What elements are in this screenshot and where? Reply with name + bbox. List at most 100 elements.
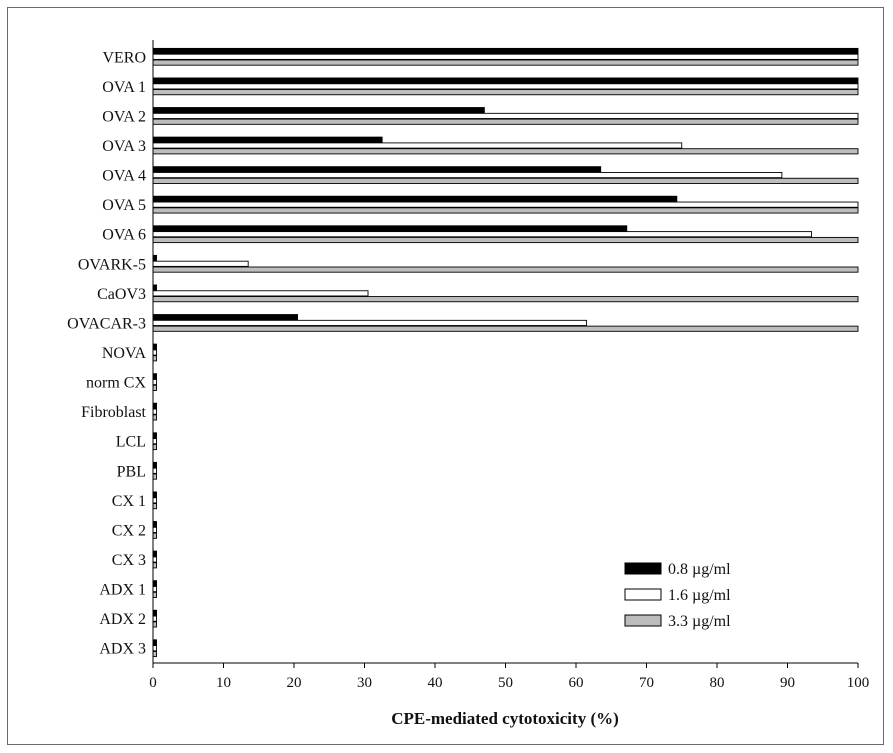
bar-ova-2-series-1 bbox=[153, 108, 484, 113]
bar-pbl-series-2 bbox=[153, 468, 157, 473]
bar-cx-2-series-1 bbox=[153, 522, 157, 527]
bars-layer bbox=[153, 48, 858, 656]
category-label: PBL bbox=[117, 463, 146, 480]
category-label: CaOV3 bbox=[97, 286, 146, 303]
bar-caov3-series-1 bbox=[153, 285, 157, 290]
x-tick-label: 90 bbox=[780, 675, 795, 691]
bar-nova-series-3 bbox=[153, 356, 157, 361]
bar-ova-3-series-3 bbox=[153, 149, 858, 154]
bar-norm-cx-series-1 bbox=[153, 374, 157, 379]
bar-caov3-series-3 bbox=[153, 297, 858, 302]
bar-adx-1-series-2 bbox=[153, 586, 157, 591]
x-tick-label: 30 bbox=[357, 675, 372, 691]
category-label: OVA 6 bbox=[102, 227, 146, 244]
bar-cx-1-series-1 bbox=[153, 492, 157, 497]
x-tick-label: 0 bbox=[149, 675, 157, 691]
x-tick-label: 20 bbox=[287, 675, 302, 691]
category-label: ADX 3 bbox=[99, 641, 146, 658]
category-label: norm CX bbox=[86, 375, 146, 392]
bar-ova-3-series-2 bbox=[153, 143, 682, 148]
bar-vero-series-3 bbox=[153, 60, 858, 65]
x-tick-label: 10 bbox=[216, 675, 231, 691]
category-label: Fibroblast bbox=[81, 404, 146, 421]
category-label: ADX 1 bbox=[99, 582, 146, 599]
x-tick-label: 60 bbox=[569, 675, 584, 691]
bar-ova-4-series-3 bbox=[153, 178, 858, 183]
x-tick-label: 100 bbox=[847, 675, 870, 691]
bar-fibroblast-series-2 bbox=[153, 409, 157, 414]
bar-nova-series-1 bbox=[153, 344, 157, 349]
bar-norm-cx-series-3 bbox=[153, 385, 157, 390]
bar-ova-1-series-3 bbox=[153, 90, 858, 95]
legend-swatch bbox=[625, 615, 661, 626]
category-label: LCL bbox=[116, 434, 146, 451]
bar-ova-6-series-2 bbox=[153, 232, 811, 237]
bar-vero-series-1 bbox=[153, 48, 858, 53]
bar-ova-2-series-2 bbox=[153, 113, 858, 118]
bar-fibroblast-series-1 bbox=[153, 403, 157, 408]
bar-ovacar-3-series-3 bbox=[153, 326, 858, 331]
category-label: CX 3 bbox=[112, 552, 146, 569]
bar-ovacar-3-series-1 bbox=[153, 315, 298, 320]
category-label: OVA 1 bbox=[102, 79, 146, 96]
bar-ovark-5-series-2 bbox=[153, 261, 248, 266]
bar-vero-series-2 bbox=[153, 54, 858, 59]
bar-ova-6-series-1 bbox=[153, 226, 627, 231]
category-label: OVA 4 bbox=[102, 168, 146, 185]
bar-cx-1-series-3 bbox=[153, 504, 157, 509]
legend-label: 3.3 µg/ml bbox=[668, 613, 731, 630]
bar-adx-3-series-2 bbox=[153, 646, 157, 651]
bar-ova-1-series-1 bbox=[153, 78, 858, 83]
bar-pbl-series-3 bbox=[153, 474, 157, 479]
bar-ovacar-3-series-2 bbox=[153, 320, 587, 325]
category-label: ADX 2 bbox=[99, 611, 146, 628]
bar-adx-2-series-3 bbox=[153, 622, 157, 627]
bar-ova-2-series-3 bbox=[153, 119, 858, 124]
x-axis-title: CPE-mediated cytotoxicity (%) bbox=[391, 709, 619, 728]
category-label: OVA 2 bbox=[102, 108, 146, 125]
category-label: OVACAR-3 bbox=[67, 315, 146, 332]
bar-ova-6-series-3 bbox=[153, 237, 858, 242]
bar-lcl-series-2 bbox=[153, 439, 157, 444]
category-label: CX 2 bbox=[112, 522, 146, 539]
bar-cx-2-series-3 bbox=[153, 533, 157, 538]
category-label: CX 1 bbox=[112, 493, 146, 510]
bar-ova-1-series-2 bbox=[153, 84, 858, 89]
bar-fibroblast-series-3 bbox=[153, 415, 157, 420]
x-tick-labels: 0 10 20 30 40 50 60 70 80 90 100 bbox=[149, 675, 869, 691]
bar-nova-series-2 bbox=[153, 350, 157, 355]
bar-lcl-series-3 bbox=[153, 444, 157, 449]
bar-adx-3-series-1 bbox=[153, 640, 157, 645]
bar-pbl-series-1 bbox=[153, 462, 157, 467]
bar-ova-3-series-1 bbox=[153, 137, 382, 142]
bar-lcl-series-1 bbox=[153, 433, 157, 438]
legend: 0.8 µg/ml 1.6 µg/ml 3.3 µg/ml bbox=[625, 561, 731, 630]
bar-ova-5-series-2 bbox=[153, 202, 858, 207]
category-label: OVA 3 bbox=[102, 138, 146, 155]
bar-adx-3-series-3 bbox=[153, 651, 157, 656]
bar-cx-3-series-1 bbox=[153, 551, 157, 556]
category-labels: VERO OVA 1 OVA 2 OVA 3 OVA 4 OVA 5 OVA 6 OVARK-… bbox=[67, 49, 146, 657]
bar-ova-4-series-1 bbox=[153, 167, 601, 172]
category-label: OVARK-5 bbox=[78, 256, 146, 273]
bar-ovark-5-series-3 bbox=[153, 267, 858, 272]
category-label: OVA 5 bbox=[102, 197, 146, 214]
bar-ovark-5-series-1 bbox=[153, 255, 157, 260]
x-tick-label: 70 bbox=[639, 675, 654, 691]
legend-swatch bbox=[625, 563, 661, 574]
legend-swatch bbox=[625, 589, 661, 600]
bar-ova-5-series-1 bbox=[153, 196, 677, 201]
legend-label: 1.6 µg/ml bbox=[668, 587, 731, 604]
bar-caov3-series-2 bbox=[153, 291, 368, 296]
category-label: VERO bbox=[102, 49, 146, 66]
axes-layer bbox=[153, 40, 858, 668]
x-tick-label: 40 bbox=[428, 675, 443, 691]
bar-adx-2-series-2 bbox=[153, 616, 157, 621]
bar-cx-3-series-3 bbox=[153, 563, 157, 568]
bar-cx-3-series-2 bbox=[153, 557, 157, 562]
bar-adx-2-series-1 bbox=[153, 610, 157, 615]
bar-adx-1-series-1 bbox=[153, 581, 157, 586]
bar-ova-5-series-3 bbox=[153, 208, 858, 213]
bar-ova-4-series-2 bbox=[153, 172, 782, 177]
